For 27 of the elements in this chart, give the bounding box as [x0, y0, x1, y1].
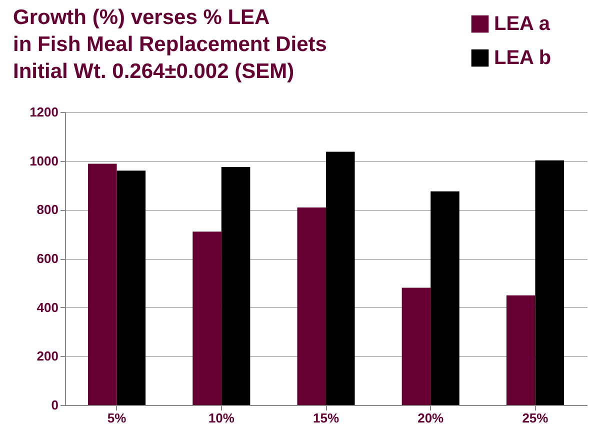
bar [221, 166, 250, 405]
y-tick-label: 800 [36, 202, 58, 218]
text: in Fish Meal Replacement Diets [13, 33, 327, 56]
bar [297, 207, 326, 405]
bar [402, 288, 431, 405]
bar [506, 295, 536, 405]
bar [192, 232, 222, 405]
y-tick-label: 400 [36, 300, 58, 315]
y-tick-label: 1200 [30, 104, 58, 120]
text: Growth (%) verses % LEA [13, 6, 270, 29]
text: Initial Wt. 0.264±0.002 (SEM) [13, 60, 294, 83]
legend-label: LEA b [494, 47, 552, 69]
legend-label: LEA a [494, 13, 551, 35]
x-tick-label: 5% [107, 410, 127, 426]
bar [88, 164, 117, 405]
bar [535, 160, 564, 405]
y-tick-label: 1000 [30, 153, 58, 168]
y-tick-label: 600 [36, 251, 58, 266]
x-tick-label: 25% [522, 410, 549, 426]
bar [326, 152, 355, 405]
y-tick-label: 200 [36, 348, 58, 364]
bar [116, 170, 146, 405]
y-tick-label: 0 [51, 398, 58, 412]
x-tick-label: 10% [208, 410, 235, 426]
x-tick-label: 15% [312, 410, 340, 426]
bar [430, 191, 460, 405]
x-tick-label: 20% [418, 410, 444, 426]
